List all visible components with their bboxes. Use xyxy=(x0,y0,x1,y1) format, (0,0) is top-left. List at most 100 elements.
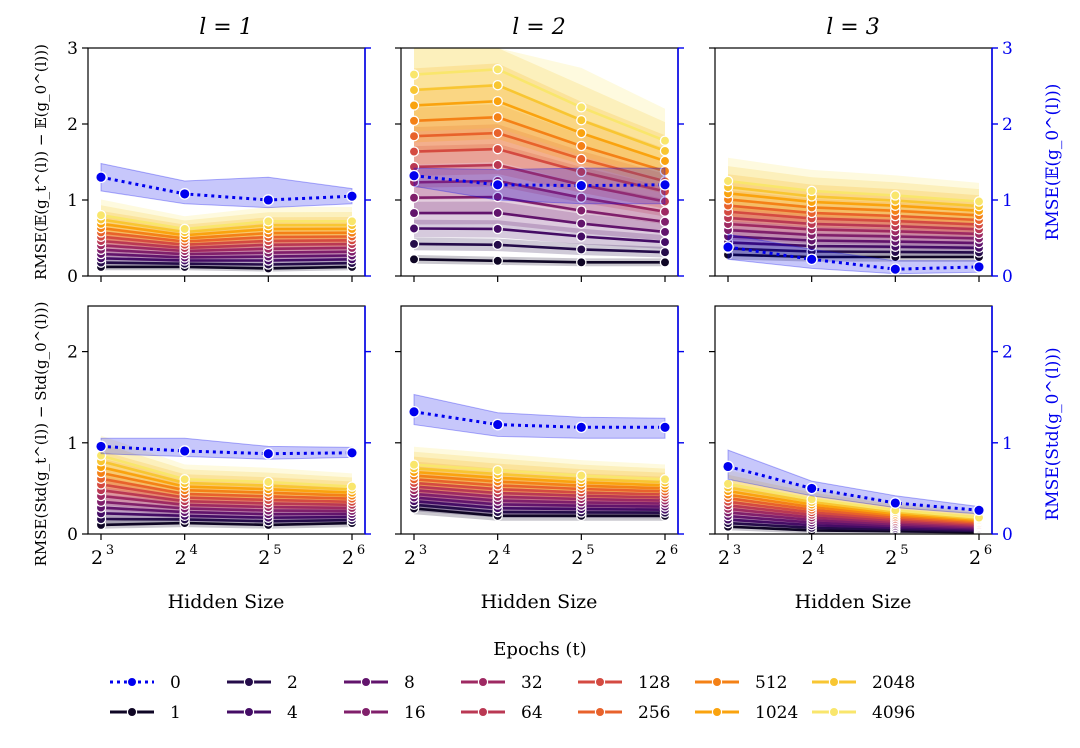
point-epoch-0 xyxy=(973,261,985,273)
line-epoch-1 xyxy=(727,253,979,259)
x-tick-label: 2 xyxy=(802,547,814,569)
point-epoch-16 xyxy=(408,192,420,203)
line-epoch-512 xyxy=(100,226,353,240)
point-epoch-4096 xyxy=(659,135,671,146)
line-epoch-64 xyxy=(100,239,353,250)
line-epoch-1 xyxy=(101,265,353,270)
line-epoch-2 xyxy=(727,521,980,533)
point-epoch-4096 xyxy=(179,223,190,235)
y-tick-label: 0 xyxy=(67,525,78,545)
legend-label: 64 xyxy=(521,703,543,723)
point-epoch-8 xyxy=(659,226,671,238)
point-epoch-4 xyxy=(408,223,420,234)
point-epoch-32 xyxy=(659,206,671,217)
point-epoch-0 xyxy=(659,421,671,434)
point-epoch-1024 xyxy=(576,127,587,139)
line-epoch-8 xyxy=(100,252,353,259)
line-epoch-64 xyxy=(727,216,980,231)
line-epoch-16 xyxy=(413,492,666,505)
point-epoch-2 xyxy=(576,244,587,255)
point-epoch-4096 xyxy=(263,216,274,227)
line-epoch-8 xyxy=(413,211,666,234)
x-tick-label: 2 xyxy=(718,547,730,569)
point-epoch-256 xyxy=(408,130,420,142)
point-epoch-16 xyxy=(492,191,503,203)
line-epoch-4 xyxy=(100,512,353,520)
plot-area xyxy=(95,435,358,531)
point-epoch-4096 xyxy=(492,464,503,476)
line-epoch-16 xyxy=(100,248,353,256)
line-epoch-32 xyxy=(100,494,353,510)
line-epoch-0 xyxy=(413,174,666,188)
point-epoch-64 xyxy=(492,159,503,171)
point-epoch-2 xyxy=(659,246,671,258)
point-epoch-4096 xyxy=(95,209,107,221)
band-epoch-32 xyxy=(414,163,665,225)
point-epoch-128 xyxy=(408,146,420,157)
point-epoch-1024 xyxy=(659,155,671,167)
point-epoch-0 xyxy=(575,179,588,192)
x-tick-label: 2 xyxy=(175,547,187,569)
line-epoch-8 xyxy=(413,496,666,508)
band-epoch-512 xyxy=(414,83,665,194)
legend-label: 128 xyxy=(638,673,670,693)
point-epoch-16 xyxy=(659,216,671,228)
point-epoch-4096 xyxy=(408,69,420,80)
legend-label: 32 xyxy=(521,673,543,693)
line-epoch-32 xyxy=(413,488,666,502)
line-epoch-128 xyxy=(727,500,980,525)
line-epoch-64 xyxy=(100,488,353,507)
line-epoch-4096 xyxy=(727,179,980,203)
point-epoch-512 xyxy=(659,165,671,177)
line-epoch-1 xyxy=(100,521,353,527)
legend-item-256: 256 xyxy=(578,703,670,723)
x-tick-exponent: 6 xyxy=(984,543,992,558)
line-epoch-2048 xyxy=(100,460,353,491)
band-epoch-1024 xyxy=(414,63,665,187)
point-epoch-1024 xyxy=(492,95,503,107)
line-epoch-32 xyxy=(727,507,980,528)
point-epoch-0 xyxy=(262,447,275,460)
line-epoch-0 xyxy=(727,465,980,512)
x-tick-exponent: 5 xyxy=(900,543,908,558)
band-epoch-2 xyxy=(728,242,979,258)
x-tick-exponent: 6 xyxy=(357,543,365,558)
point-epoch-8 xyxy=(576,218,587,229)
line-epoch-64 xyxy=(727,504,980,527)
legend-item-4: 4 xyxy=(227,703,298,723)
point-epoch-0 xyxy=(346,190,358,203)
band-epoch-0 xyxy=(100,162,353,209)
line-epoch-4 xyxy=(100,257,353,262)
point-epoch-4096 xyxy=(346,481,358,492)
line-epoch-8 xyxy=(727,235,980,245)
legend-label: 0 xyxy=(170,673,181,693)
point-epoch-4096 xyxy=(806,494,817,505)
point-epoch-4 xyxy=(576,231,587,242)
point-epoch-4 xyxy=(659,236,671,248)
line-epoch-32 xyxy=(727,222,980,236)
legend-marker xyxy=(477,676,489,688)
right-ylabel-top: RMSE(𝔼(g_0^(l))) xyxy=(1043,84,1063,241)
point-epoch-0 xyxy=(659,178,671,191)
x-tick-exponent: 5 xyxy=(273,543,281,558)
line-epoch-256 xyxy=(100,231,353,243)
line-epoch-8 xyxy=(727,514,980,530)
band-epoch-16 xyxy=(414,182,665,233)
line-epoch-256 xyxy=(727,204,980,222)
point-epoch-2048 xyxy=(659,145,671,157)
y-tick-label: 1 xyxy=(67,191,78,211)
line-epoch-1024 xyxy=(100,465,353,494)
line-epoch-1 xyxy=(413,507,665,518)
band-epoch-2048 xyxy=(728,166,979,224)
point-epoch-0 xyxy=(178,445,191,457)
line-epoch-0 xyxy=(100,175,353,202)
line-epoch-4096 xyxy=(100,454,353,488)
point-epoch-2048 xyxy=(492,79,503,91)
point-epoch-2048 xyxy=(576,114,587,126)
point-epoch-2 xyxy=(492,239,503,251)
x-tick-label: 2 xyxy=(655,547,667,569)
line-epoch-256 xyxy=(413,478,666,493)
line-epoch-4096 xyxy=(727,482,980,519)
point-epoch-0 xyxy=(491,418,504,431)
